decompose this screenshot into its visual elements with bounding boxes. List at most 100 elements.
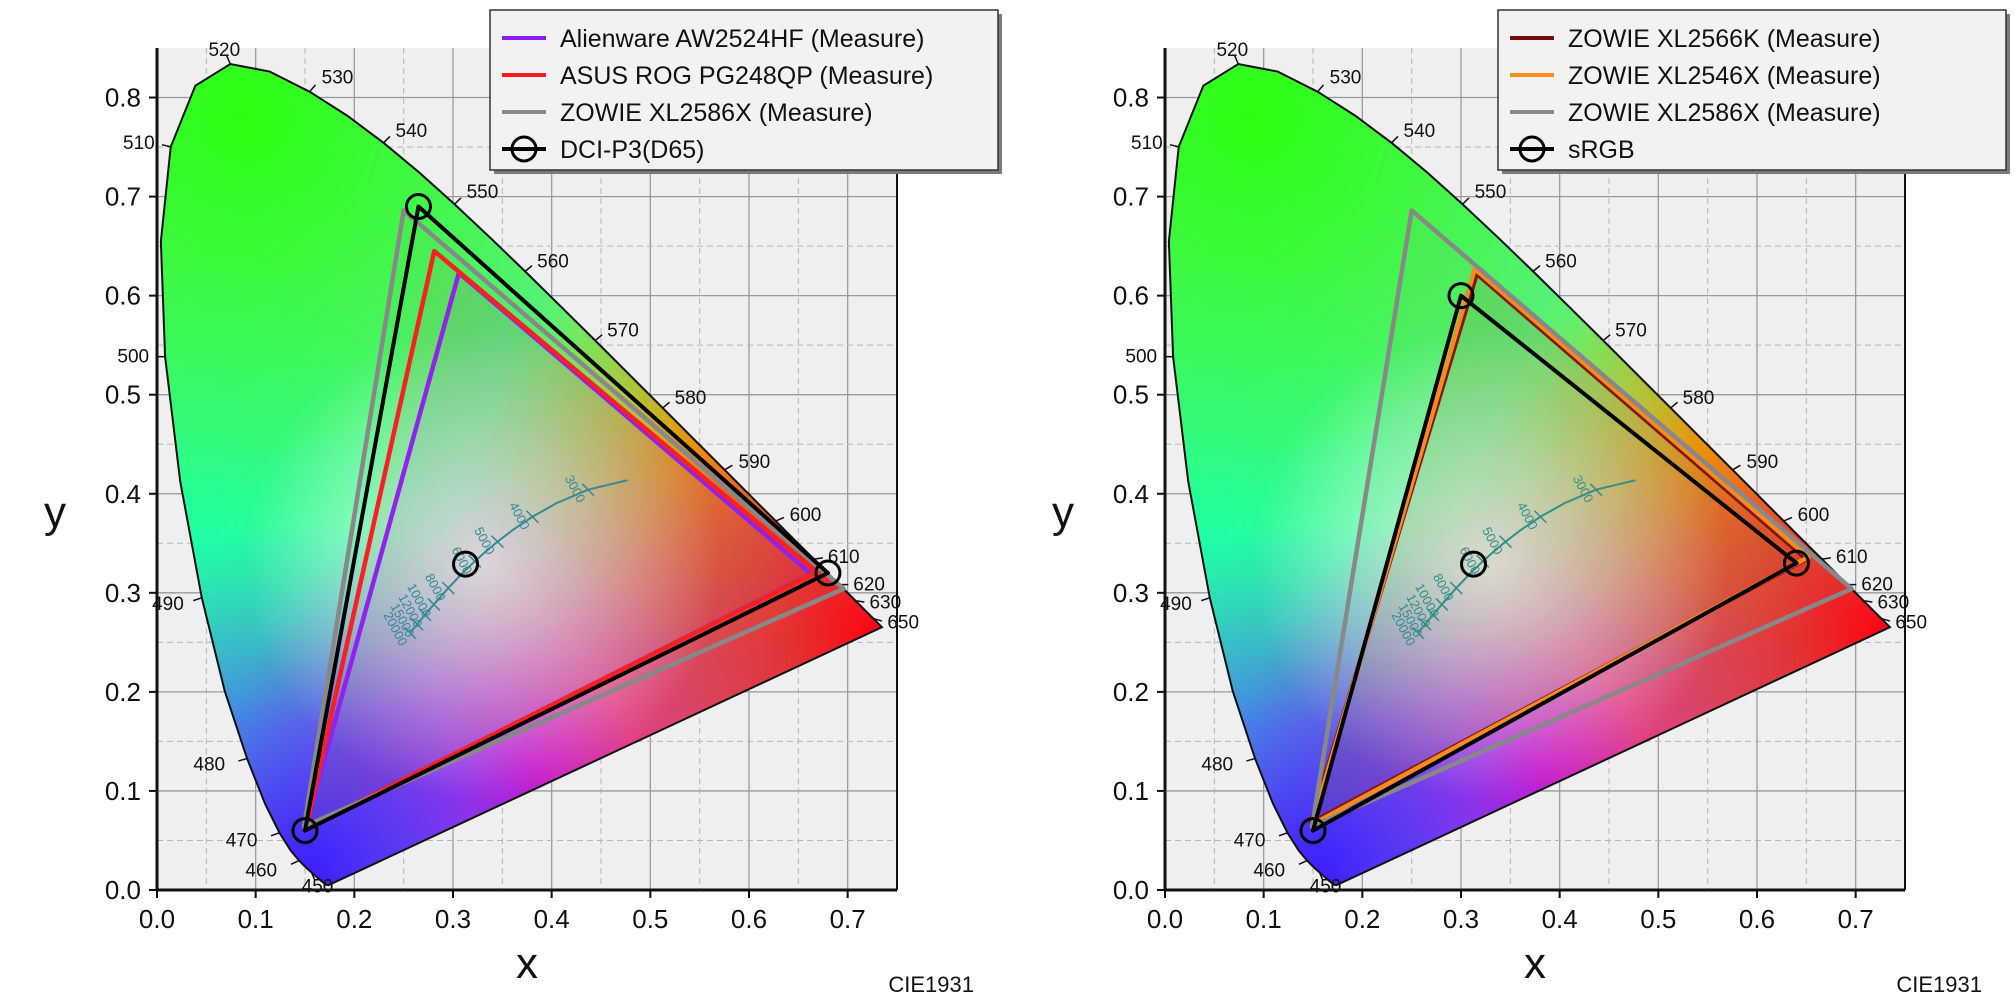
legend-item: sRGB	[1510, 135, 1635, 164]
wavelength-label: 520	[208, 40, 240, 61]
wavelength-tick	[310, 872, 316, 882]
y-axis-title: y	[44, 488, 66, 537]
y-tick-label: 0.5	[1113, 380, 1149, 410]
legend-item: ZOWIE XL2546X (Measure)	[1510, 62, 1881, 90]
legend-label: ASUS ROG PG248QP (Measure)	[560, 62, 933, 90]
wavelength-tick	[1391, 135, 1399, 144]
legend-item: Alienware AW2524HF (Measure)	[502, 25, 925, 53]
wavelength-label: 630	[869, 593, 901, 614]
wavelength-tick	[594, 334, 603, 342]
wavelength-label: 650	[1895, 613, 1927, 634]
wavelength-tick	[270, 832, 280, 837]
wavelength-tick	[309, 84, 317, 93]
wavelength-tick	[813, 557, 823, 560]
footer-label: CIE1931	[1896, 972, 1982, 997]
wavelength-tick	[1863, 600, 1873, 603]
legend-marker	[1518, 135, 1546, 163]
y-tick-label: 0.7	[105, 182, 141, 212]
wavelength-tick	[1234, 55, 1239, 65]
wavelength-label: 480	[1201, 755, 1233, 776]
wavelength-tick	[873, 617, 883, 622]
chart-panel-left: 3000400050006000800010000120001500020000…	[44, 9, 1002, 997]
gamut-fill	[305, 251, 817, 829]
legend-label: sRGB	[1568, 136, 1635, 164]
legend-label: ZOWIE XL2586X (Measure)	[560, 99, 873, 127]
footer-label: CIE1931	[888, 972, 974, 997]
wavelength-label: 470	[1234, 831, 1266, 852]
wavelength-tick	[1278, 832, 1288, 837]
y-tick-label: 0.3	[1113, 578, 1149, 608]
wavelength-label: 630	[1877, 593, 1909, 614]
cct-tick	[1411, 626, 1425, 640]
y-tick-label: 0.2	[105, 677, 141, 707]
legend-label: ZOWIE XL2586X (Measure)	[1568, 99, 1881, 127]
wavelength-tick	[1201, 597, 1211, 602]
wavelength-label: 510	[1131, 133, 1163, 154]
wavelength-tick	[524, 265, 533, 272]
x-tick-label: 0.3	[1443, 904, 1479, 934]
x-tick-label: 0.0	[1147, 904, 1183, 934]
x-tick-label: 0.4	[1542, 904, 1578, 934]
cct-tick	[1533, 510, 1547, 524]
wavelength-label: 450	[1310, 876, 1342, 897]
wavelength-tick	[1246, 757, 1256, 762]
wavelength-label: 540	[1404, 121, 1436, 142]
y-tick-label: 0.5	[105, 380, 141, 410]
cct-tick	[490, 535, 505, 549]
wavelength-tick	[1602, 334, 1611, 342]
wavelength-tick	[226, 55, 231, 65]
y-axis-title: y	[1052, 488, 1074, 537]
y-tick-label: 0.6	[1113, 281, 1149, 311]
wavelength-label: 600	[790, 505, 822, 526]
wavelength-tick	[1532, 265, 1541, 272]
standard-primary-marker	[1460, 550, 1488, 578]
wavelength-tick	[454, 197, 462, 205]
x-tick-label: 0.7	[1838, 904, 1874, 934]
x-tick-label: 0.2	[1344, 904, 1380, 934]
wavelength-label: 510	[123, 133, 155, 154]
wavelength-label: 470	[226, 831, 258, 852]
y-tick-label: 0.0	[105, 875, 141, 905]
y-tick-label: 0.4	[105, 479, 141, 509]
wavelength-tick	[1462, 197, 1470, 205]
gamut-series	[291, 192, 846, 845]
x-tick-label: 0.6	[1739, 904, 1775, 934]
wavelength-tick	[193, 597, 203, 602]
wavelength-label: 480	[193, 755, 225, 776]
gamut-triangle	[303, 248, 819, 831]
wavelength-tick	[1881, 617, 1891, 622]
legend-item: ZOWIE XL2586X (Measure)	[1510, 99, 1881, 127]
legend-item: DCI-P3(D65)	[502, 135, 704, 164]
y-tick-label: 0.6	[105, 281, 141, 311]
y-tick-label: 0.8	[105, 83, 141, 113]
wavelength-label: 650	[887, 613, 919, 634]
wavelength-label: 580	[675, 388, 707, 409]
gamut-fill	[305, 272, 812, 830]
cct-tick	[403, 626, 417, 640]
cct-tick	[1435, 597, 1449, 611]
legend-label: ZOWIE XL2566K (Measure)	[1568, 25, 1881, 53]
legend-marker	[510, 135, 538, 163]
wavelength-label: 560	[537, 251, 569, 272]
gamut-fill	[304, 210, 844, 827]
legend-box	[489, 9, 999, 171]
wavelength-tick	[724, 464, 733, 471]
gamut-fill	[1311, 273, 1807, 823]
wavelength-label: 490	[152, 594, 184, 615]
x-tick-label: 0.0	[139, 904, 175, 934]
cct-tick	[418, 608, 432, 622]
gamut-series	[1299, 208, 1854, 845]
chart-panel-right: 3000400050006000800010000120001500020000…	[1052, 9, 2010, 997]
y-tick-label: 0.7	[1113, 182, 1149, 212]
wavelength-tick	[1318, 872, 1324, 882]
wavelength-tick	[1732, 464, 1741, 471]
y-tick-label: 0.8	[1113, 83, 1149, 113]
wavelength-label: 600	[1798, 505, 1830, 526]
x-axis-title: x	[1524, 939, 1546, 988]
x-tick-label: 0.2	[336, 904, 372, 934]
standard-primary-marker	[1299, 817, 1327, 845]
gamut-triangle	[1311, 293, 1799, 833]
cct-tick	[525, 510, 539, 524]
x-axis-title: x	[516, 939, 538, 988]
